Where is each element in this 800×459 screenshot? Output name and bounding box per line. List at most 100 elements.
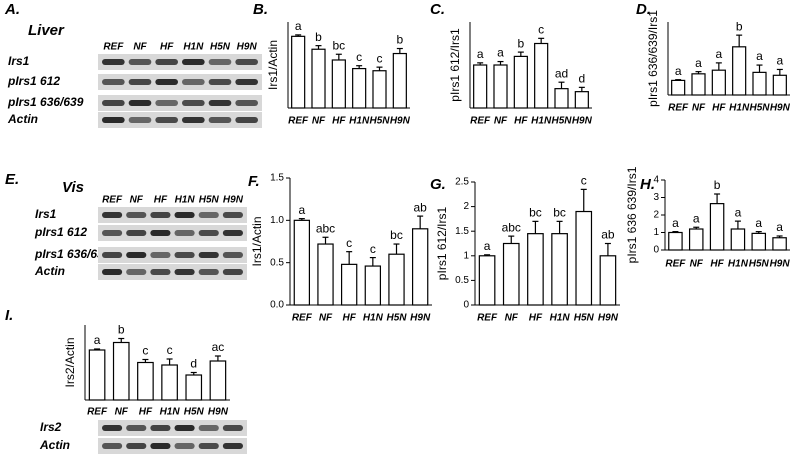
band	[155, 59, 178, 65]
band	[174, 252, 195, 258]
bar	[751, 232, 767, 251]
tissue-label: Liver	[28, 22, 65, 39]
row-label: Actin	[39, 438, 70, 452]
significance-letter: a	[484, 239, 491, 253]
band	[198, 425, 219, 431]
band	[102, 117, 125, 123]
x-tick-label: H5N	[749, 103, 770, 114]
y-tick-label: 0.5	[455, 275, 469, 286]
band	[155, 100, 178, 106]
band	[102, 79, 125, 85]
y-tick-label: 0	[653, 245, 659, 256]
bar	[554, 88, 569, 109]
significance-letter: c	[167, 343, 173, 357]
band	[235, 100, 258, 106]
x-tick-label: HF	[529, 313, 543, 324]
x-tick-label: H9N	[410, 313, 431, 324]
y-axis-label: pIrs1 612/Irs1	[435, 206, 449, 280]
bar	[317, 243, 334, 306]
x-tick-label: HF	[712, 103, 726, 114]
band	[174, 269, 195, 275]
x-tick-label: REF	[292, 313, 313, 324]
bar	[478, 255, 496, 306]
significance-letter: bc	[553, 206, 566, 220]
significance-letter: c	[346, 236, 352, 250]
x-tick-label: H5N	[574, 313, 595, 324]
bar	[161, 364, 178, 401]
band	[102, 212, 123, 218]
band	[102, 252, 123, 258]
x-tick-label: REF	[668, 103, 689, 114]
panel-label: F.	[248, 173, 260, 190]
x-tick-label: HF	[332, 116, 346, 127]
blot-strip	[98, 54, 262, 70]
significance-letter: bc	[529, 206, 542, 220]
lane-label: HF	[160, 42, 174, 53]
band	[126, 269, 147, 275]
x-tick-label: H5N	[551, 116, 572, 127]
band	[102, 443, 123, 449]
blot-strip	[98, 74, 262, 90]
y-axis-label: pIrs1 636 639/Irs1	[625, 166, 639, 263]
significance-letter: ad	[555, 66, 568, 80]
lane-label: REF	[103, 42, 124, 53]
blot-strip	[98, 438, 247, 454]
band	[126, 443, 147, 449]
significance-letter: ac	[212, 340, 225, 354]
significance-letter: b	[517, 36, 524, 50]
x-tick-label: HF	[342, 313, 356, 324]
x-tick-label: NF	[312, 116, 326, 127]
lane-label: H5N	[199, 195, 220, 206]
blot-strip	[98, 264, 247, 280]
band	[208, 59, 232, 65]
row-label: pIrs1 612	[34, 225, 87, 239]
y-tick-label: 0.0	[270, 300, 284, 311]
significance-letter: bc	[390, 228, 403, 242]
significance-letter: a	[776, 54, 783, 68]
band	[235, 117, 258, 123]
band	[198, 269, 219, 275]
x-tick-label: H5N	[749, 259, 770, 270]
band	[198, 443, 219, 449]
y-tick-label: 1.5	[455, 226, 469, 237]
significance-letter: c	[356, 50, 362, 64]
band	[182, 117, 205, 123]
significance-letter: c	[377, 51, 383, 65]
significance-letter: c	[581, 174, 587, 188]
panel-label: B.	[253, 1, 268, 18]
band	[128, 79, 152, 85]
band	[126, 212, 147, 218]
bar	[732, 46, 747, 96]
panel-label: C.	[430, 1, 445, 18]
row-label: pIrs1 636/639	[34, 247, 111, 261]
bar	[709, 203, 725, 251]
bar	[502, 242, 520, 306]
x-tick-label: HF	[514, 116, 528, 127]
significance-letter: a	[497, 46, 504, 60]
bar	[364, 265, 382, 306]
panel-label: I.	[5, 307, 13, 324]
band	[174, 425, 195, 431]
significance-letter: a	[477, 47, 484, 61]
band	[102, 59, 125, 65]
x-tick-label: NF	[505, 313, 519, 324]
bar	[372, 70, 387, 109]
significance-letter: a	[756, 49, 763, 63]
band	[198, 230, 219, 236]
band	[155, 79, 178, 85]
x-tick-label: NF	[494, 116, 508, 127]
band	[235, 79, 258, 85]
y-tick-label: 1	[463, 250, 469, 261]
bar	[752, 71, 767, 96]
panel-label: D.	[636, 1, 651, 18]
row-label: Irs1	[35, 207, 57, 221]
bar	[574, 91, 589, 109]
significance-letter: a	[735, 205, 742, 219]
band	[150, 212, 171, 218]
bar	[392, 52, 407, 109]
bar	[691, 73, 706, 96]
y-axis-label: pIrs1 636/639/Irs1	[646, 10, 660, 107]
band	[126, 425, 147, 431]
lane-label: H5N	[210, 42, 231, 53]
x-tick-label: H1N	[728, 259, 749, 270]
